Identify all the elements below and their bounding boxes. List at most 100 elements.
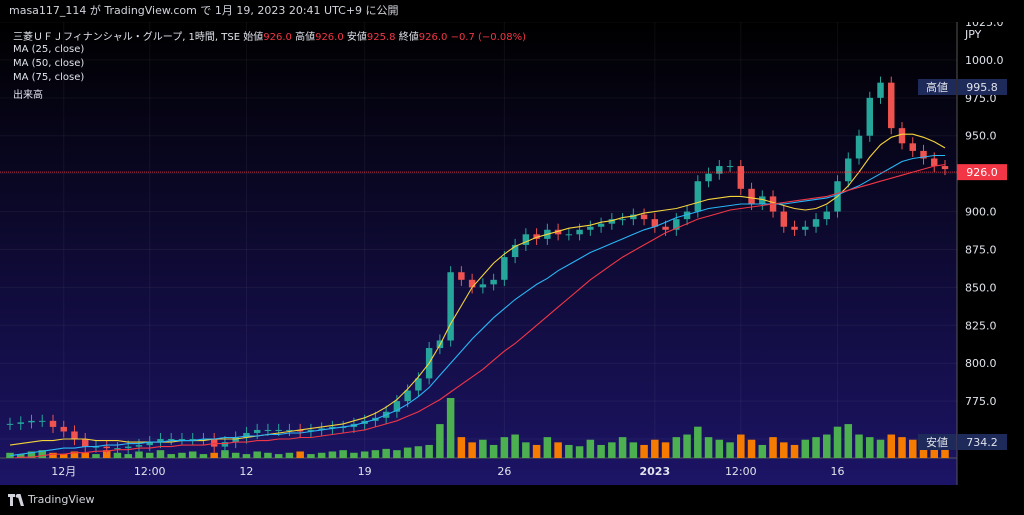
volume-bar [640,444,648,458]
volume-bar [231,452,240,458]
x-tick-label: 2023 [640,465,671,478]
low-marker-label: 安値 [926,435,948,449]
symbol-legend: 三菱ＵＦＪフィナンシャル・グループ, 1時間, TSE 始値926.0 高値92… [13,28,526,43]
x-tick-label: 26 [497,465,511,478]
volume-bar [844,424,853,458]
volume-bar [156,450,165,458]
candle-body [307,429,315,432]
candle-body [909,143,916,151]
volume-bar [522,442,530,458]
y-tick-label: 950.0 [965,130,997,143]
candle-body [157,439,164,443]
candle-body [640,214,648,220]
volume-bar [296,451,304,458]
volume-bar [307,454,315,458]
candle-body [296,429,304,432]
volume-bar [597,444,605,458]
volume-bar [135,451,143,458]
indicator-ma50[interactable]: MA (50, close) [13,58,85,69]
volume-bar [661,442,670,458]
price-chart[interactable]: 750.0775.0800.0825.0850.0875.0900.0950.0… [0,22,1024,485]
volume-bar [618,437,627,458]
candle-body [597,223,605,227]
brand-name[interactable]: TradingView [28,493,95,506]
volume-bar [188,451,197,458]
candle-body [823,211,831,220]
volume-bar [855,434,863,458]
volume-bar [833,426,842,458]
publish-header: masa117_114 が TradingView.com で 1月 19, 2… [0,0,1024,22]
candle-body [286,429,293,431]
candle-body [468,279,476,288]
volume-bar [328,451,337,458]
indicator-ma75[interactable]: MA (75, close) [13,72,85,83]
candle-body [877,82,884,98]
price-axis-background [957,22,1024,485]
y-tick-label: 775.0 [965,395,997,408]
candle-body [39,420,46,422]
volume-bar [285,452,294,458]
volume-bar [651,439,659,458]
tradingview-logo-icon [8,494,24,506]
candle-body [737,166,745,189]
candle-body [587,226,594,230]
candle-body [447,272,454,341]
volume-bar [500,437,509,458]
candle-body [888,82,895,129]
candle-body [619,219,626,221]
candle-body [898,128,906,144]
volume-bar [941,447,949,458]
volume-bar [38,450,47,458]
volume-bar [543,437,552,458]
volume-bar [221,450,229,458]
candle-body [705,173,712,182]
low-marker: 安値 734.2 [918,434,1007,450]
last-price-marker: 926.0 [957,164,1007,181]
y-tick-label: 800.0 [965,357,997,370]
volume-bar [414,446,423,458]
candle-body [232,437,239,443]
high-marker-value: 995.8 [966,81,998,94]
candle-body [264,429,272,431]
plot-background [0,22,957,485]
candle-body [683,211,691,220]
volume-bar [715,439,724,458]
y-tick-label: 825.0 [965,319,997,332]
candle-body [845,158,852,182]
close-label: 終値 [398,32,419,43]
high-marker: 高値 995.8 [918,79,1007,95]
candle-body [694,181,702,212]
volume-bar [801,439,810,458]
candle-body [920,150,927,159]
candle-body [812,219,820,227]
moving-averages [9,133,946,458]
candle-body [114,448,121,450]
volume-bar [145,452,154,458]
volume-bar [823,434,831,458]
volume-bar [403,447,412,458]
volume-bars [6,398,949,458]
volume-bar [382,448,390,458]
volume-bar [274,454,283,458]
candle-body [673,219,680,230]
indicator-ma25[interactable]: MA (25, close) [13,44,85,55]
high-marker-label: 高値 [926,80,948,94]
candle-body [608,219,616,224]
x-tick-label: 12:00 [725,465,757,478]
candle-body [146,442,153,446]
candle-body [748,188,755,204]
candle-body [866,97,873,136]
candle-body [780,211,788,227]
candle-body [103,446,110,449]
candle-body [189,439,196,441]
volume-bar [511,434,519,458]
candle-body [329,426,336,429]
volume-bar [178,452,186,458]
candle-body [243,432,250,438]
volume-bar [425,444,433,458]
candle-body [210,439,218,447]
volume-bar [704,437,713,458]
indicator-volume[interactable]: 出来高 [13,90,43,101]
volume-bar [264,452,272,458]
high-label: 高値 [295,32,316,43]
